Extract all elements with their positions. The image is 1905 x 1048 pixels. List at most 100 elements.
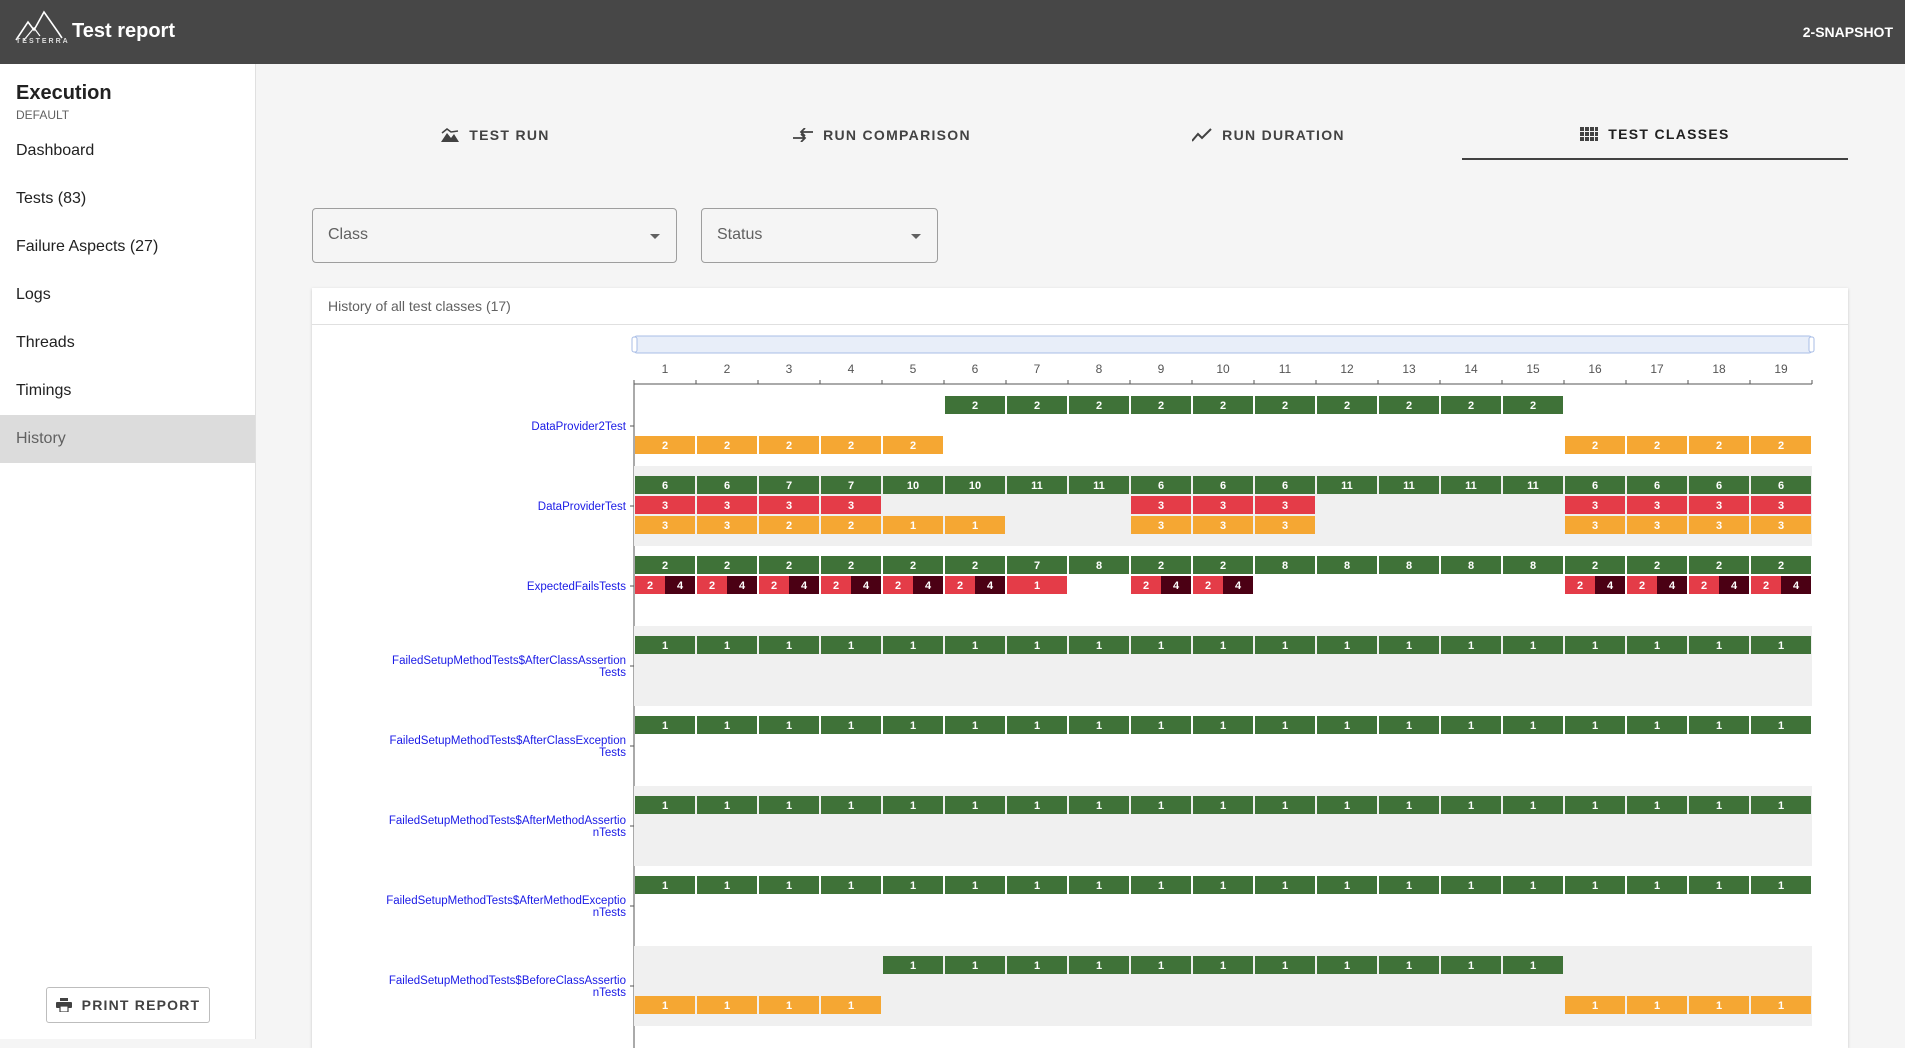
passed-cell xyxy=(1317,796,1377,814)
passed-cell-label: 6 xyxy=(1716,480,1722,492)
passed-cell-label: 1 xyxy=(1468,880,1474,892)
sidebar-item-dashboard[interactable]: Dashboard xyxy=(16,142,95,159)
tab-run-comparison[interactable]: RUN COMPARISON xyxy=(689,110,1075,160)
skipped-cell xyxy=(635,436,695,454)
skipped-cell xyxy=(759,996,819,1014)
failed-cell xyxy=(759,496,819,514)
sidebar-item-tests[interactable]: Tests (83) xyxy=(16,190,87,207)
skipped-cell xyxy=(945,516,1005,534)
passed-cell-label: 1 xyxy=(724,880,730,892)
passed-cell xyxy=(1503,636,1563,654)
sidebar-item-timings[interactable]: Timings xyxy=(16,382,72,399)
passed-cell xyxy=(945,396,1005,414)
class-label[interactable]: FailedSetupMethodTests$AfterClassAsserti… xyxy=(392,655,626,667)
passed-cell xyxy=(1441,556,1501,574)
passed-cell-label: 6 xyxy=(662,480,668,492)
class-label[interactable]: nTests xyxy=(593,987,626,999)
sidebar: Execution DEFAULT Dashboard Tests (83) F… xyxy=(0,64,256,1039)
failed-cell xyxy=(1565,576,1595,594)
passed-cell-label: 2 xyxy=(1220,560,1226,572)
passed-cell-label: 1 xyxy=(1034,880,1040,892)
failed-cell xyxy=(759,576,789,594)
x-tick-label: 1 xyxy=(662,362,669,376)
passed-cell-label: 2 xyxy=(1530,400,1536,412)
class-label[interactable]: nTests xyxy=(593,907,626,919)
class-select[interactable]: Class xyxy=(312,208,677,263)
passed-cell-label: 1 xyxy=(1096,880,1102,892)
class-label[interactable]: ExpectedFailsTests xyxy=(527,581,626,593)
zoom-slider[interactable] xyxy=(633,335,1813,354)
failed-cell-label: 3 xyxy=(786,500,792,512)
passed-cell xyxy=(697,716,757,734)
tab-test-classes[interactable]: TEST CLASSES xyxy=(1462,110,1848,160)
class-label[interactable]: Tests xyxy=(599,747,626,759)
expected-failed-cell-label: 4 xyxy=(1793,580,1800,592)
sidebar-item-history[interactable]: History xyxy=(0,415,255,463)
passed-cell-label: 1 xyxy=(972,640,978,652)
passed-cell-label: 1 xyxy=(724,800,730,812)
class-label[interactable]: FailedSetupMethodTests$BeforeClassAssert… xyxy=(389,975,626,987)
passed-cell xyxy=(945,796,1005,814)
passed-cell-label: 8 xyxy=(1406,560,1412,572)
failed-cell xyxy=(1751,496,1811,514)
card-title: History of all test classes (17) xyxy=(328,298,511,314)
passed-cell xyxy=(1441,476,1501,494)
expected-failed-cell-label: 4 xyxy=(739,580,746,592)
passed-cell-label: 7 xyxy=(848,480,854,492)
class-label[interactable]: FailedSetupMethodTests$AfterMethodAssert… xyxy=(389,815,626,827)
passed-cell xyxy=(1255,396,1315,414)
expected-failed-cell xyxy=(727,576,757,594)
passed-cell xyxy=(1317,956,1377,974)
skipped-cell-label: 1 xyxy=(786,1000,792,1012)
execution-subtitle: DEFAULT xyxy=(16,108,70,122)
skipped-cell-label: 2 xyxy=(1592,440,1598,452)
passed-cell-label: 8 xyxy=(1530,560,1536,572)
passed-cell-label: 2 xyxy=(848,560,854,572)
passed-cell xyxy=(1627,716,1687,734)
passed-cell xyxy=(759,876,819,894)
passed-cell-label: 1 xyxy=(1096,640,1102,652)
sidebar-item-threads[interactable]: Threads xyxy=(16,334,75,351)
passed-cell-label: 8 xyxy=(1468,560,1474,572)
tab-run-duration[interactable]: RUN DURATION xyxy=(1075,110,1462,160)
passed-cell xyxy=(1255,476,1315,494)
class-label[interactable]: FailedSetupMethodTests$AfterClassExcepti… xyxy=(389,735,626,747)
passed-cell-label: 6 xyxy=(1158,480,1164,492)
class-label[interactable]: FailedSetupMethodTests$AfterMethodExcept… xyxy=(386,895,626,907)
passed-cell xyxy=(1069,396,1129,414)
class-label[interactable]: Tests xyxy=(599,667,626,679)
failed-cell-label: 2 xyxy=(1763,580,1769,592)
skipped-cell xyxy=(697,436,757,454)
sidebar-item-failure-aspects[interactable]: Failure Aspects (27) xyxy=(16,238,159,255)
class-label[interactable]: nTests xyxy=(593,827,626,839)
passed-cell xyxy=(821,556,881,574)
passed-cell-label: 1 xyxy=(1282,720,1288,732)
passed-cell xyxy=(1069,876,1129,894)
expected-failed-cell-label: 4 xyxy=(801,580,808,592)
passed-cell-label: 1 xyxy=(1158,880,1164,892)
passed-cell xyxy=(1131,636,1191,654)
zoom-handle-right[interactable] xyxy=(1808,336,1815,353)
skipped-cell-label: 1 xyxy=(1592,1000,1598,1012)
passed-cell-label: 1 xyxy=(848,880,854,892)
passed-cell-label: 6 xyxy=(1282,480,1288,492)
passed-cell-label: 2 xyxy=(1468,400,1474,412)
zoom-handle-left[interactable] xyxy=(631,336,638,353)
passed-cell xyxy=(1565,796,1625,814)
tab-test-run[interactable]: TEST RUN xyxy=(302,110,689,160)
passed-cell xyxy=(1441,636,1501,654)
passed-cell-label: 1 xyxy=(1716,800,1722,812)
passed-cell-label: 6 xyxy=(1778,480,1784,492)
passed-cell-label: 2 xyxy=(1158,400,1164,412)
status-select[interactable]: Status xyxy=(701,208,938,263)
passed-cell-label: 1 xyxy=(1468,960,1474,972)
passed-cell xyxy=(1193,476,1253,494)
passed-cell-label: 1 xyxy=(1282,800,1288,812)
passed-cell xyxy=(883,796,943,814)
sidebar-item-logs[interactable]: Logs xyxy=(16,286,51,303)
passed-cell xyxy=(1069,956,1129,974)
class-label[interactable]: DataProvider2Test xyxy=(531,421,626,433)
print-report-button[interactable]: PRINT REPORT xyxy=(46,987,210,1023)
class-label[interactable]: DataProviderTest xyxy=(538,501,627,513)
skipped-cell-label: 1 xyxy=(662,1000,668,1012)
